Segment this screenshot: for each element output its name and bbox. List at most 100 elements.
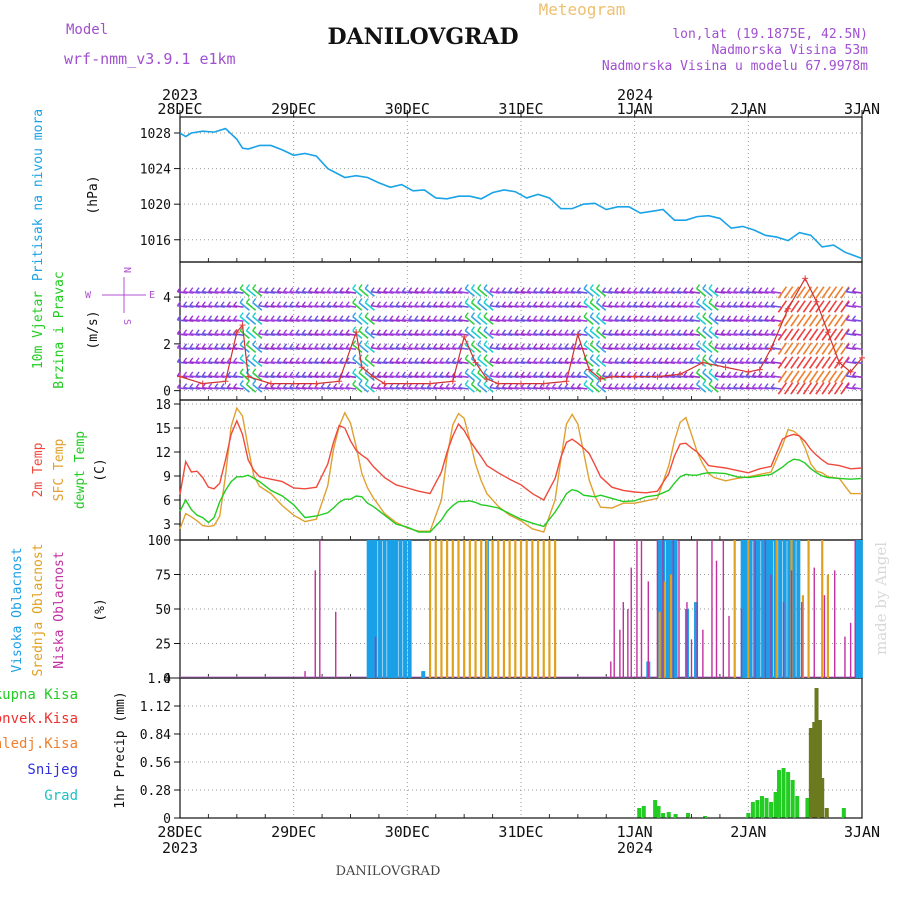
y-tick-label: 0.28: [140, 784, 171, 799]
wind-barb: [533, 333, 544, 336]
wind-barb-flag: [802, 307, 807, 313]
wind-barb-flag: [696, 312, 701, 318]
wind-barb-flag: [796, 377, 801, 383]
wind-barb: [464, 372, 475, 382]
wind-barb: [702, 287, 713, 297]
wind-barb-flag: [495, 329, 500, 335]
wind-barb-flag: [558, 383, 563, 389]
wind-barb-flag: [645, 287, 650, 293]
wind-barb: [521, 375, 532, 379]
bottom-time-label: 1JAN: [617, 823, 653, 841]
wind-barb: [496, 375, 507, 379]
wind-barb-flag: [720, 357, 725, 363]
wind-barb-flag: [326, 315, 331, 321]
wind-barb: [383, 304, 394, 308]
wind-barb-flag: [201, 371, 206, 377]
cloud-bar: [849, 622, 852, 678]
wind-barb: [421, 361, 432, 365]
wind-barb-flag: [376, 357, 381, 363]
wind-barb: [270, 290, 282, 294]
wind-barb-flag: [370, 343, 375, 349]
wind-barb-flag: [526, 315, 531, 321]
lonlat-text: lon,lat (19.1875E, 42.5N): [672, 27, 868, 42]
wind-barb-flag: [626, 329, 632, 335]
wind-barb-flag: [702, 354, 707, 360]
wind-barb-flag: [439, 383, 444, 389]
wind-barb: [308, 386, 319, 390]
wind-barb-flag: [589, 340, 594, 346]
wind-barb-flag: [751, 329, 757, 335]
wind-barb: [371, 290, 382, 294]
wind-barb: [339, 304, 350, 308]
wind-barb-flag: [433, 301, 438, 307]
wind-barb-flag: [401, 315, 406, 321]
wind-barb-flag: [758, 287, 763, 293]
wind-barb-flag: [834, 321, 839, 327]
wind-barb-flag: [239, 284, 244, 289]
wind-barb: [402, 333, 413, 336]
precip-bar-heavy: [808, 728, 813, 818]
wind-barb: [589, 301, 600, 311]
wind-barb: [677, 361, 688, 365]
wind-barb-flag: [626, 357, 632, 363]
wind-barb-flag: [702, 326, 707, 332]
wind-barb: [733, 304, 744, 308]
wind-barb: [314, 333, 325, 336]
wind-barb-flag: [689, 357, 694, 363]
wind-barb: [195, 290, 207, 294]
wind-barb-flag: [834, 293, 839, 299]
plot-layer: 1016102010241028024369121518025507510000…: [140, 110, 865, 827]
wind-barb-flag: [739, 371, 744, 377]
wind-barb-flag: [608, 287, 613, 293]
wind-barb: [333, 290, 344, 294]
wind-barb-flag: [458, 301, 463, 307]
wind-barb: [333, 318, 344, 322]
wind-barb-flag: [526, 287, 531, 293]
wind-barb-flag: [770, 315, 775, 321]
wind-barb: [477, 358, 488, 368]
wind-barb-flag: [514, 371, 519, 377]
wind-barb-flag: [295, 343, 300, 349]
wind-barb: [546, 304, 557, 308]
wind-barb-flag: [751, 287, 757, 293]
wind-barb: [427, 375, 438, 379]
top-time-label: 31DEC: [498, 100, 543, 118]
wind-barb-flag: [283, 287, 288, 293]
wind-barb: [458, 386, 469, 390]
wind-barb: [583, 316, 594, 325]
wind-barb: [696, 372, 707, 382]
wind-barb-flag: [458, 383, 463, 389]
wind-barb: [739, 375, 750, 379]
wind-barb: [202, 333, 213, 336]
wind-barb: [739, 304, 750, 308]
wind-barb: [552, 333, 563, 336]
wind-barb: [583, 344, 594, 354]
wind-barb-flag: [414, 301, 419, 307]
top-time-label: 3JAN: [844, 100, 880, 118]
wind-barb-flag: [289, 357, 294, 363]
wind-barb-flag: [739, 357, 744, 363]
wind-barb-flag: [345, 371, 350, 377]
wind-barb: [377, 347, 388, 351]
precip-bar: [637, 808, 642, 818]
wind-barb: [252, 301, 263, 311]
wind-barb: [771, 361, 782, 365]
wind-barb-flag: [802, 363, 807, 369]
wind-barb: [696, 301, 707, 311]
wind-barb-flag: [295, 329, 300, 335]
precip-bar: [641, 806, 646, 818]
wind-speed-marker: [608, 373, 615, 380]
wind-barb-flag: [726, 287, 732, 293]
wind-barb-flag: [676, 329, 682, 335]
wind-barb-flag: [308, 357, 313, 363]
wind-barb-flag: [176, 357, 181, 363]
wind-barb-flag: [458, 329, 463, 335]
wind-barb: [339, 333, 350, 336]
wind-barb: [346, 304, 357, 308]
wind-barb-flag: [501, 287, 506, 293]
wind-barb: [408, 375, 419, 379]
wind-barb: [327, 290, 338, 294]
wind-barb: [202, 386, 213, 390]
wind-barb: [746, 361, 757, 365]
wind-panel: 10m Vjetar Brzina i Pravac (m/s) N W E S: [31, 267, 155, 389]
